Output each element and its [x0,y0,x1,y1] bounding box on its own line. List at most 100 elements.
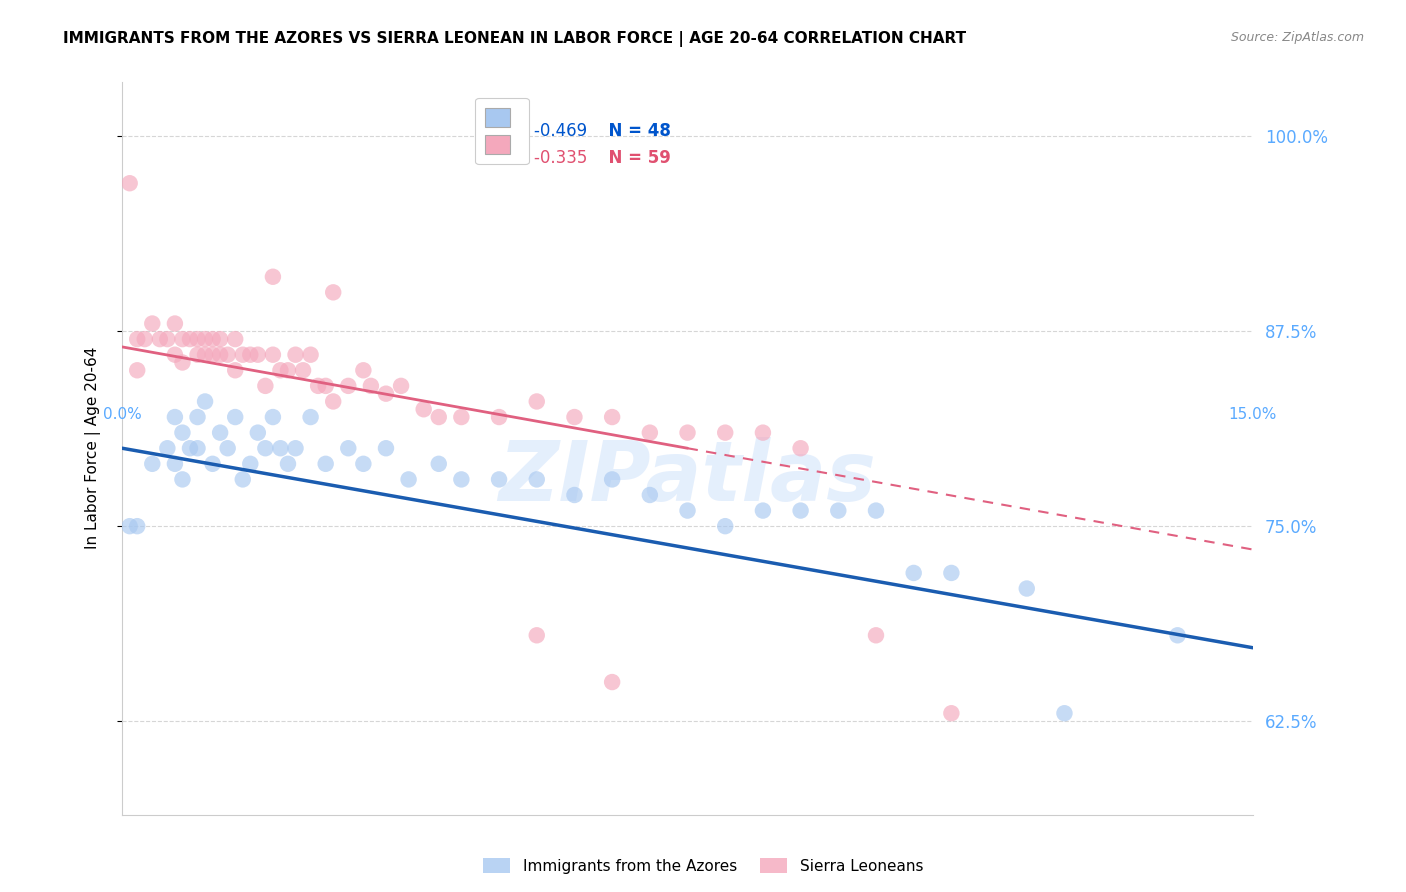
Point [201,348,224,362]
Point [315,457,337,471]
Point [600,410,623,425]
Legend: Immigrants from the Azores, Sierra Leoneans: Immigrants from the Azores, Sierra Leone… [477,852,929,880]
Point [141,317,163,331]
Point [600,675,623,690]
Point [322,394,344,409]
Point [600,472,623,486]
Point [488,472,510,486]
Point [163,457,186,471]
Point [375,386,398,401]
Point [118,519,141,533]
Point [903,566,925,580]
Text: R = -0.469: R = -0.469 [498,122,586,140]
Point [201,457,224,471]
Point [337,441,360,455]
Point [239,457,262,471]
Point [352,363,374,377]
Point [427,410,450,425]
Point [299,410,322,425]
Point [789,441,811,455]
Point [389,379,412,393]
Point [450,472,472,486]
Point [676,425,699,440]
Point [134,332,156,346]
Point [284,348,307,362]
Point [156,332,179,346]
Point [194,332,217,346]
Point [676,503,699,517]
Point [201,332,224,346]
Point [307,379,329,393]
Text: N = 59: N = 59 [598,149,671,168]
Point [262,410,284,425]
Point [172,355,194,369]
Point [269,441,291,455]
Point [352,457,374,471]
Point [217,348,239,362]
Text: ZIPatlas: ZIPatlas [499,437,876,518]
Point [526,472,548,486]
Point [127,363,149,377]
Point [1053,706,1076,721]
Point [941,706,963,721]
Point [217,441,239,455]
Point [526,628,548,642]
Point [141,457,163,471]
Point [239,348,262,362]
Point [232,472,254,486]
Point [209,425,232,440]
Point [186,332,208,346]
Point [194,348,217,362]
Point [224,363,246,377]
Text: N = 48: N = 48 [598,122,671,140]
Point [865,503,887,517]
Point [127,332,149,346]
Point [827,503,849,517]
Point [149,332,172,346]
Point [209,332,232,346]
Point [163,317,186,331]
Text: 15.0%: 15.0% [1229,407,1277,422]
Point [638,425,661,440]
Point [284,441,307,455]
Text: IMMIGRANTS FROM THE AZORES VS SIERRA LEONEAN IN LABOR FORCE | AGE 20-64 CORRELAT: IMMIGRANTS FROM THE AZORES VS SIERRA LEO… [63,31,966,47]
Point [315,379,337,393]
Point [488,410,510,425]
Point [254,379,277,393]
Point [1015,582,1038,596]
Point [277,457,299,471]
Point [752,503,775,517]
Point [322,285,344,300]
Point [254,441,277,455]
Point [714,519,737,533]
Point [1167,628,1189,642]
Point [186,348,208,362]
Point [156,441,179,455]
Point [427,457,450,471]
Point [172,425,194,440]
Point [179,332,201,346]
Point [246,425,269,440]
Point [224,410,246,425]
Point [269,363,291,377]
Point [299,348,322,362]
Point [118,176,141,190]
Point [752,425,775,440]
Point [209,348,232,362]
Point [941,566,963,580]
Point [337,379,360,393]
Point [172,472,194,486]
Point [865,628,887,642]
Point [186,441,208,455]
Point [127,519,149,533]
Point [179,441,201,455]
Point [262,269,284,284]
Point [232,348,254,362]
Point [277,363,299,377]
Point [186,410,208,425]
Text: Source: ZipAtlas.com: Source: ZipAtlas.com [1230,31,1364,45]
Point [262,348,284,362]
Point [526,394,548,409]
Point [375,441,398,455]
Point [224,332,246,346]
